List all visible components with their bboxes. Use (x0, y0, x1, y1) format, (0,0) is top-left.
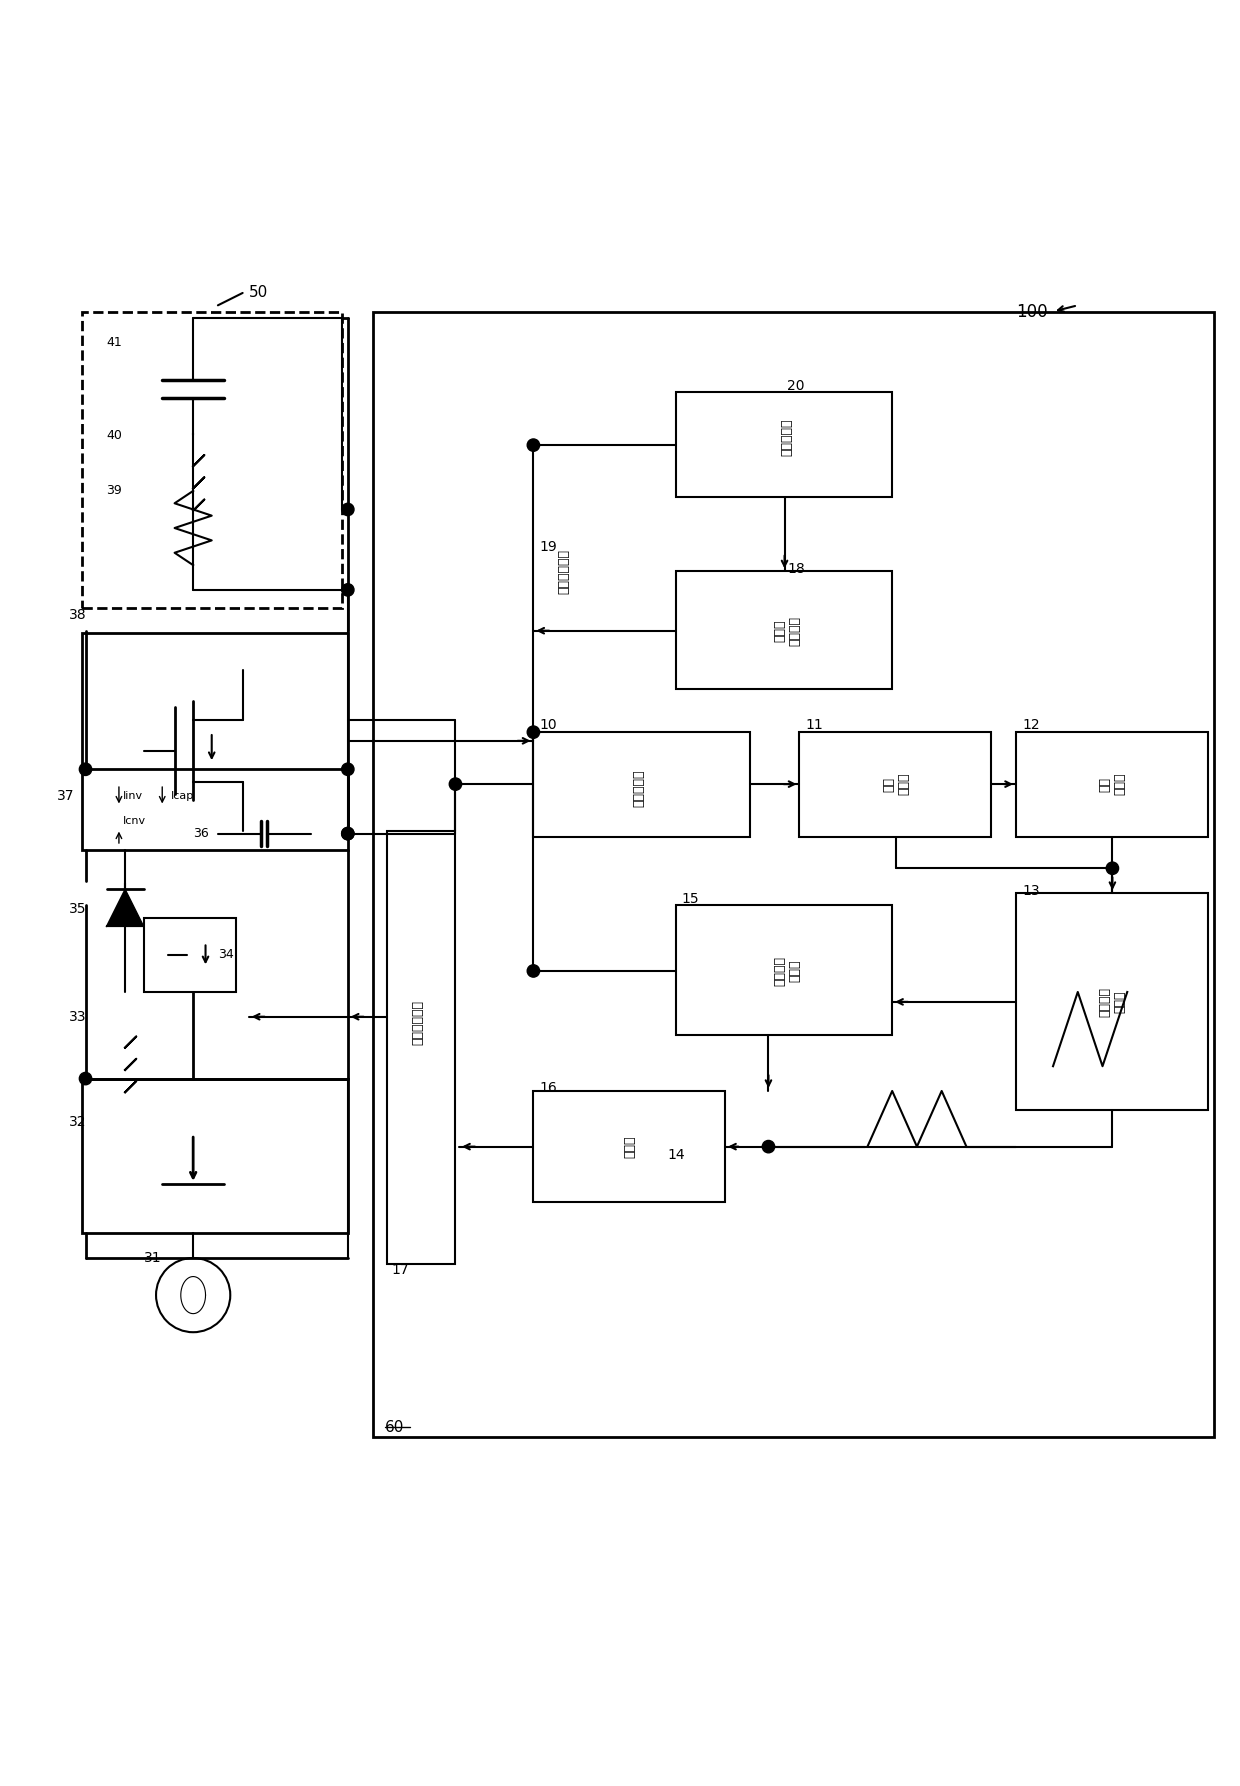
Bar (676, 906, 893, 1036)
Text: 11: 11 (806, 718, 823, 732)
Circle shape (449, 779, 461, 791)
Bar (676, 391, 893, 497)
Text: 60: 60 (384, 1420, 404, 1434)
Text: 100: 100 (1016, 302, 1048, 320)
Text: 36: 36 (193, 827, 208, 839)
Text: 12: 12 (1022, 718, 1039, 732)
Circle shape (79, 1072, 92, 1084)
Bar (82, 634, 347, 850)
Bar (387, 830, 455, 1264)
Circle shape (763, 1141, 775, 1152)
Text: 电流检测器: 电流检测器 (780, 420, 794, 457)
Circle shape (79, 763, 92, 775)
Circle shape (342, 763, 353, 775)
Text: 栅极驱动电路: 栅极驱动电路 (412, 1000, 425, 1045)
Bar (82, 1079, 347, 1234)
Text: 37: 37 (57, 789, 74, 804)
Circle shape (527, 725, 539, 738)
Text: 逆变器
控制电路: 逆变器 控制电路 (773, 616, 801, 647)
Text: 14: 14 (667, 1148, 684, 1163)
Text: 15: 15 (682, 893, 699, 906)
Bar (676, 572, 893, 689)
Polygon shape (107, 889, 144, 927)
Bar (1016, 893, 1208, 1109)
Circle shape (527, 439, 539, 452)
Text: 33: 33 (69, 1009, 87, 1023)
Circle shape (342, 827, 353, 839)
Text: 变换器控
制指令: 变换器控 制指令 (773, 956, 801, 986)
Text: 19: 19 (539, 539, 557, 554)
Text: 频率
检测部: 频率 检测部 (882, 773, 910, 795)
Bar (1016, 732, 1208, 838)
Text: 34: 34 (218, 948, 233, 961)
Bar (533, 1091, 725, 1202)
Text: 电流检测器: 电流检测器 (632, 770, 645, 807)
Text: 载波信号
控制部: 载波信号 控制部 (1099, 988, 1126, 1016)
Text: 18: 18 (787, 563, 805, 575)
Text: 39: 39 (107, 484, 123, 498)
Text: 相位
检测部: 相位 检测部 (1099, 773, 1126, 795)
Bar (82, 311, 342, 609)
Text: 17: 17 (391, 1263, 409, 1277)
Text: Iinv: Iinv (123, 791, 143, 802)
Circle shape (342, 827, 353, 839)
Text: 40: 40 (107, 429, 123, 441)
Text: Icap: Icap (171, 791, 195, 802)
Text: 50: 50 (249, 286, 268, 300)
Bar (533, 732, 750, 838)
Circle shape (342, 504, 353, 516)
Text: 16: 16 (539, 1082, 557, 1095)
Bar (144, 918, 237, 991)
Text: 10: 10 (539, 718, 557, 732)
Circle shape (527, 964, 539, 977)
Bar (372, 311, 1214, 1438)
Text: 20: 20 (787, 379, 805, 393)
Text: 31: 31 (144, 1250, 161, 1264)
Text: 38: 38 (69, 607, 87, 622)
Text: 35: 35 (69, 902, 87, 916)
Circle shape (1106, 863, 1118, 875)
Text: Icnv: Icnv (123, 816, 146, 827)
Text: 41: 41 (107, 336, 123, 348)
Text: 13: 13 (1022, 884, 1039, 898)
Text: 栅极驱动电路: 栅极驱动电路 (558, 548, 570, 593)
Text: 32: 32 (69, 1114, 87, 1129)
Circle shape (342, 584, 353, 597)
Text: 比较器: 比较器 (624, 1136, 636, 1157)
Bar (800, 732, 991, 838)
